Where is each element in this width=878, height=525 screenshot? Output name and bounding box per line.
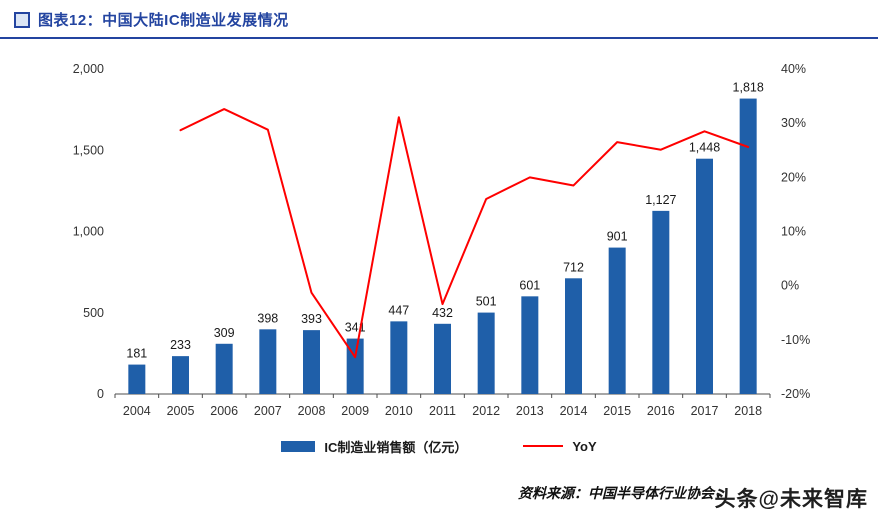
- svg-text:40%: 40%: [781, 62, 806, 76]
- legend: IC制造业销售额（亿元） YoY: [0, 433, 878, 459]
- svg-text:2014: 2014: [560, 404, 588, 418]
- svg-text:2010: 2010: [385, 404, 413, 418]
- svg-text:-10%: -10%: [781, 333, 810, 347]
- svg-text:393: 393: [301, 312, 322, 326]
- watermark: 头条@未来智库: [714, 488, 868, 511]
- svg-text:501: 501: [476, 295, 497, 309]
- chart-area: 0 500 1,000 1,500 2,000 -20% -10% 0% 10% 20% 30% 40…: [0, 39, 878, 431]
- line-series-label: YoY: [572, 438, 597, 454]
- legend-item-line: YoY: [523, 438, 597, 454]
- svg-text:2018: 2018: [734, 404, 762, 418]
- chart-header: 图表12：中国大陆IC制造业发展情况: [0, 0, 878, 34]
- svg-text:2013: 2013: [516, 404, 544, 418]
- source-note: 资料来源：中国半导体行业协会，: [518, 487, 728, 502]
- svg-text:-20%: -20%: [781, 387, 810, 401]
- svg-text:2005: 2005: [167, 404, 195, 418]
- legend-item-bars: IC制造业销售额（亿元）: [281, 437, 467, 456]
- svg-text:1,818: 1,818: [733, 81, 764, 95]
- svg-text:2007: 2007: [254, 404, 282, 418]
- svg-text:2011: 2011: [429, 404, 456, 418]
- svg-text:30%: 30%: [781, 116, 806, 130]
- page-title: 图表12：中国大陆IC制造业发展情况: [38, 12, 289, 29]
- svg-text:2004: 2004: [123, 404, 151, 418]
- footer: 资料来源：中国半导体行业协会， 头条@未来智库: [0, 463, 878, 525]
- svg-text:601: 601: [519, 278, 540, 292]
- svg-text:432: 432: [432, 306, 453, 320]
- svg-text:341: 341: [345, 321, 366, 335]
- bar-series-label: IC制造业销售额（亿元）: [324, 439, 468, 455]
- svg-text:2016: 2016: [647, 404, 675, 418]
- svg-text:398: 398: [257, 311, 278, 325]
- svg-text:181: 181: [126, 347, 147, 361]
- svg-text:901: 901: [607, 230, 628, 244]
- svg-text:233: 233: [170, 338, 191, 352]
- svg-text:2008: 2008: [298, 404, 326, 418]
- svg-text:2015: 2015: [603, 404, 631, 418]
- line-series-swatch: [523, 445, 564, 447]
- chart: 0 500 1,000 1,500 2,000 -20% -10% 0% 10% 20% 30% 40…: [73, 62, 810, 418]
- svg-text:1,000: 1,000: [73, 225, 104, 239]
- svg-text:500: 500: [83, 306, 104, 320]
- svg-text:447: 447: [388, 303, 409, 317]
- svg-text:10%: 10%: [781, 225, 806, 239]
- svg-text:2012: 2012: [472, 404, 500, 418]
- svg-text:2006: 2006: [210, 404, 238, 418]
- header-divider: [0, 37, 878, 39]
- svg-text:2017: 2017: [691, 404, 719, 418]
- title-square-icon: [14, 11, 30, 28]
- svg-text:2,000: 2,000: [73, 62, 104, 76]
- svg-text:1,448: 1,448: [689, 141, 720, 155]
- svg-text:20%: 20%: [781, 170, 806, 184]
- svg-text:0%: 0%: [781, 279, 799, 293]
- svg-text:1,127: 1,127: [645, 193, 676, 207]
- svg-text:2009: 2009: [341, 404, 369, 418]
- svg-text:309: 309: [214, 326, 235, 340]
- bar-series-swatch: [281, 440, 316, 452]
- svg-text:1,500: 1,500: [73, 143, 104, 157]
- svg-text:0: 0: [97, 387, 104, 401]
- svg-text:712: 712: [563, 260, 584, 274]
